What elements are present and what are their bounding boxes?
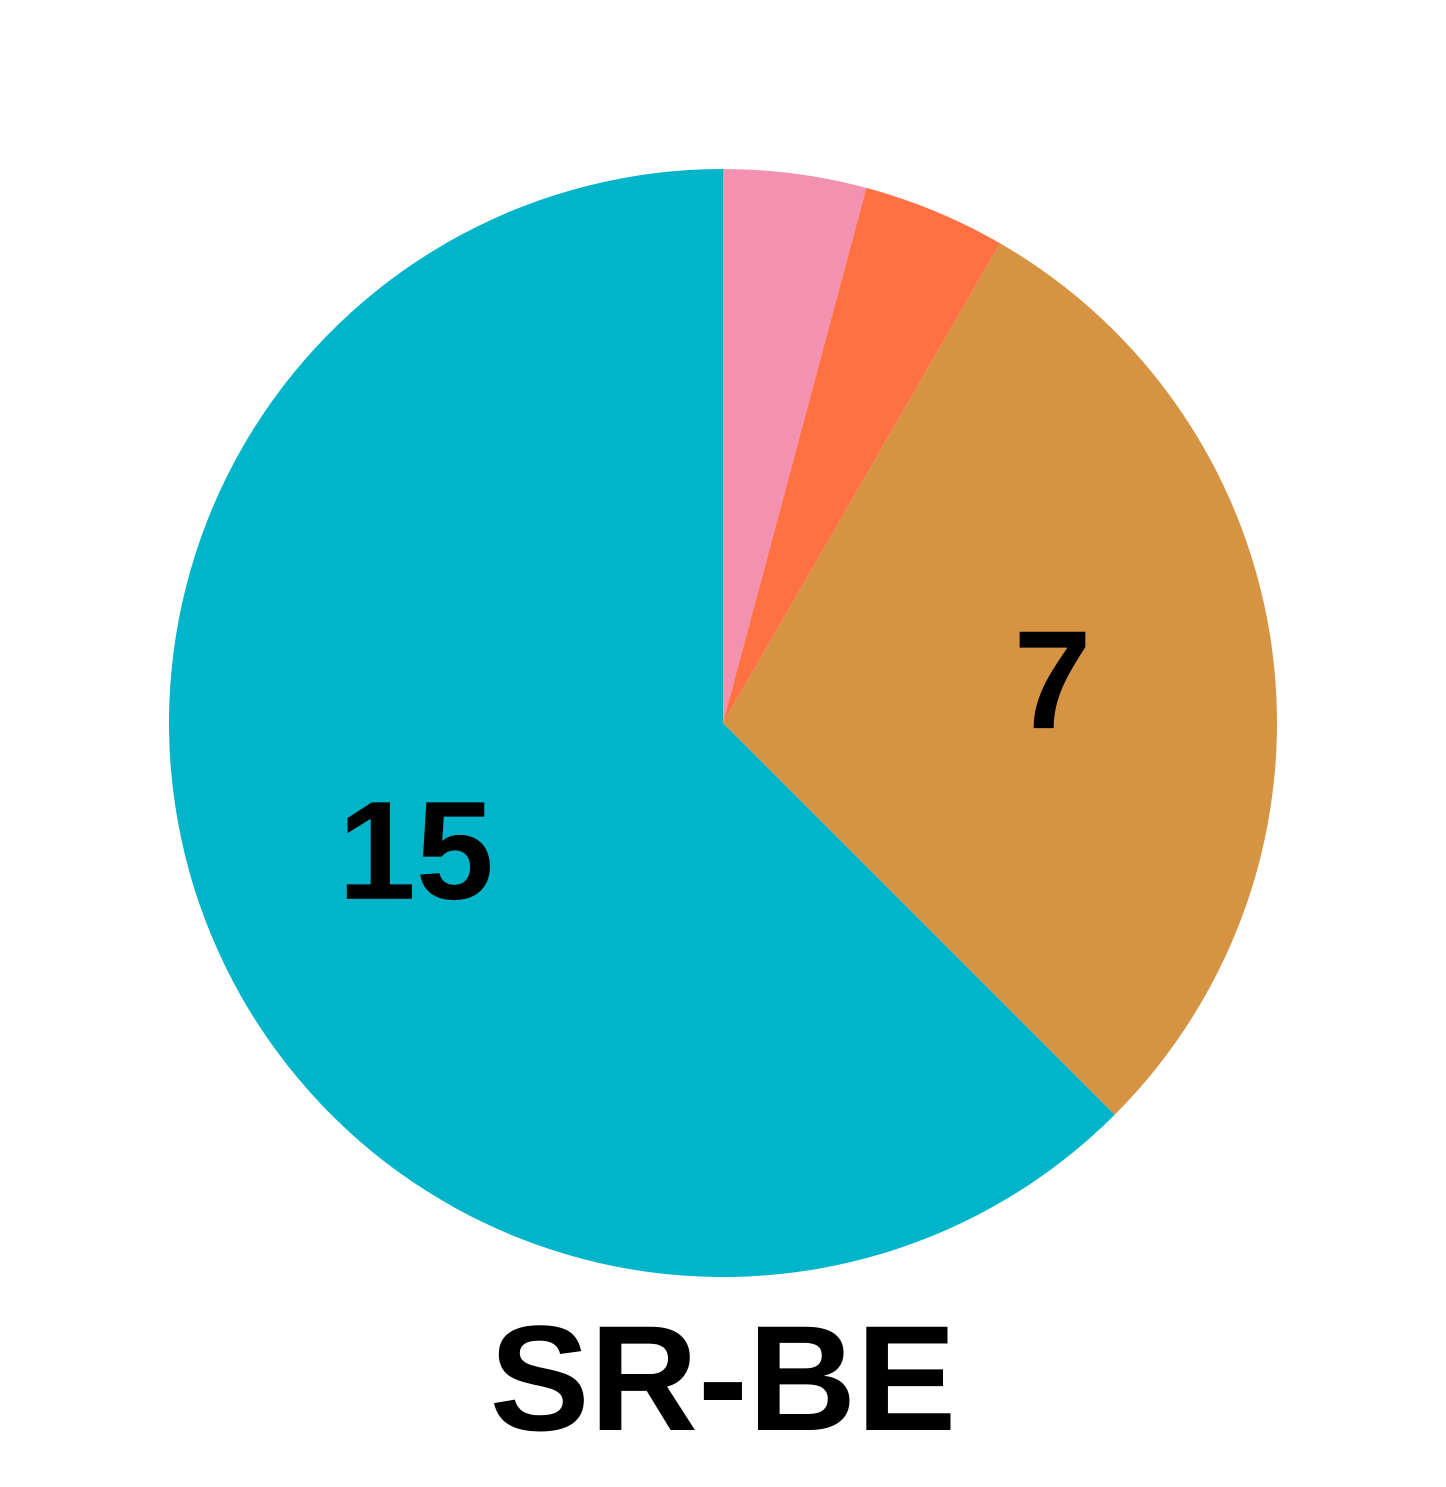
pie-slice-0 xyxy=(723,169,867,723)
slice-value-label-2: 7 xyxy=(1014,601,1092,758)
slice-labels: 7 15 xyxy=(338,601,1091,929)
slice-value-label-3: 15 xyxy=(338,772,494,929)
chart-title: SR-BE xyxy=(490,1294,957,1462)
pie-slices xyxy=(169,169,1277,1277)
pie-slice-2 xyxy=(723,243,1277,1115)
pie-slice-1 xyxy=(723,187,1000,724)
pie-slice-3 xyxy=(169,169,1115,1277)
